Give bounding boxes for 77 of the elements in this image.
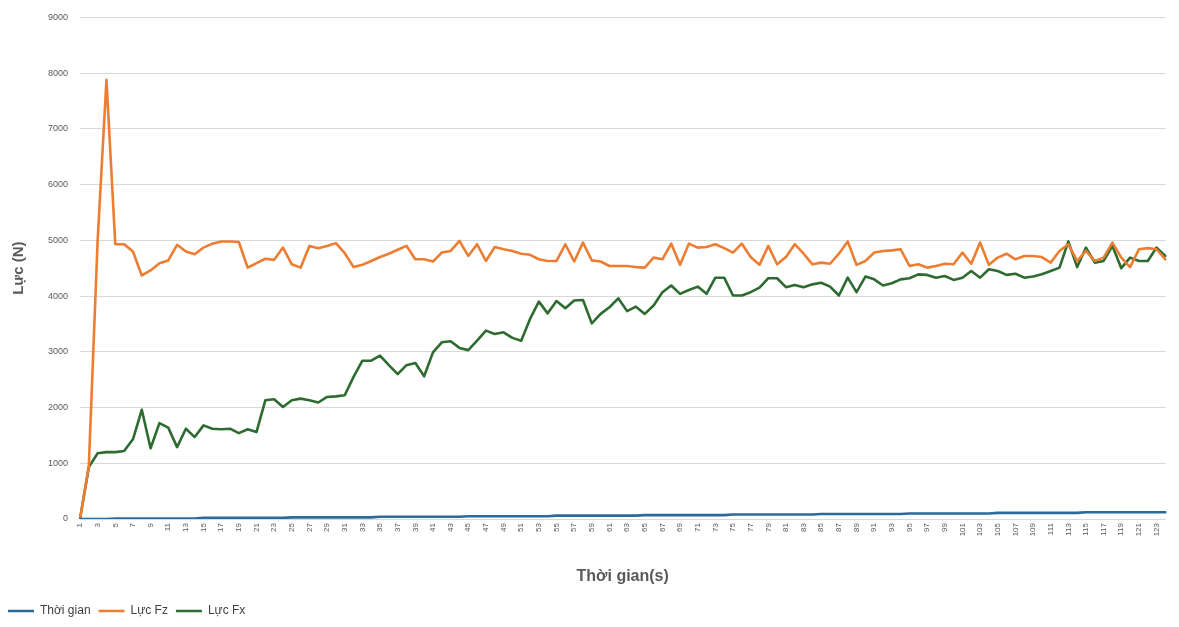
x-tick-label: 119 <box>1116 522 1126 536</box>
x-tick-label: 63 <box>622 522 632 532</box>
y-tick-label: 1000 <box>47 457 68 468</box>
x-tick-label: 59 <box>587 522 597 532</box>
x-tick-label: 83 <box>798 522 808 532</box>
x-tick-label: 57 <box>569 522 579 532</box>
x-tick-label: 71 <box>692 522 702 532</box>
x-tick-label: 99 <box>939 522 949 532</box>
x-tick-label: 27 <box>304 522 314 532</box>
y-tick-label: 8000 <box>47 67 68 78</box>
x-tick-label: 25 <box>286 522 296 532</box>
x-tick-label: 79 <box>763 522 773 532</box>
y-tick-label: 4000 <box>47 290 68 301</box>
x-tick-label: 65 <box>639 522 649 532</box>
x-tick-label: 95 <box>904 522 914 532</box>
x-tick-label: 75 <box>728 522 738 532</box>
x-tick-label: 55 <box>551 522 561 532</box>
x-tick-label: 47 <box>481 522 491 532</box>
x-tick-label: 15 <box>198 522 208 532</box>
x-tick-label: 5 <box>110 522 120 528</box>
x-tick-label: 93 <box>887 522 897 532</box>
x-tick-label: 7 <box>128 522 138 528</box>
x-tick-label: 45 <box>463 522 473 532</box>
x-tick-label: 23 <box>269 522 279 532</box>
x-tick-label: 115 <box>1081 522 1091 536</box>
x-tick-label: 19 <box>234 522 244 532</box>
x-tick-label: 111 <box>1045 522 1055 536</box>
x-tick-label: 105 <box>992 522 1002 537</box>
legend-label: Thời gian <box>40 603 91 618</box>
y-tick-label: 6000 <box>47 179 68 190</box>
legend-label: Lực Fz <box>130 603 168 618</box>
x-tick-label: 69 <box>675 522 685 532</box>
y-tick-label: 9000 <box>47 11 68 22</box>
y-axis-title: Lực (N) <box>9 241 27 295</box>
x-tick-label: 33 <box>357 522 367 532</box>
y-tick-label: 7000 <box>47 123 68 134</box>
x-tick-label: 91 <box>869 522 879 532</box>
x-tick-label: 53 <box>534 522 544 532</box>
x-tick-label: 3 <box>92 522 102 528</box>
x-tick-label: 41 <box>428 522 438 532</box>
x-tick-label: 113 <box>1063 522 1073 536</box>
x-tick-label: 89 <box>851 522 861 532</box>
x-tick-label: 29 <box>322 522 332 532</box>
y-tick-label: 5000 <box>47 234 68 245</box>
x-tick-label: 49 <box>498 522 508 532</box>
x-tick-label: 101 <box>957 522 967 537</box>
x-tick-label: 97 <box>922 522 932 532</box>
x-tick-label: 21 <box>251 522 261 532</box>
x-tick-label: 13 <box>181 522 191 532</box>
x-tick-label: 51 <box>516 522 526 532</box>
x-tick-label: 61 <box>604 522 614 532</box>
x-tick-label: 85 <box>816 522 826 532</box>
x-tick-label: 39 <box>410 522 420 532</box>
x-tick-label: 81 <box>781 522 791 532</box>
x-tick-label: 117 <box>1098 522 1108 536</box>
x-tick-label: 31 <box>339 522 349 532</box>
x-tick-label: 17 <box>216 522 226 532</box>
x-tick-label: 1 <box>75 522 85 528</box>
x-tick-label: 103 <box>975 522 985 537</box>
x-tick-label: 109 <box>1028 522 1038 537</box>
y-tick-label: 0 <box>62 513 68 524</box>
x-tick-label: 43 <box>445 522 455 532</box>
y-tick-label: 2000 <box>47 402 68 413</box>
x-tick-label: 35 <box>375 522 385 532</box>
x-axis-title: Thời gian(s) <box>576 566 669 584</box>
x-tick-label: 107 <box>1010 522 1020 537</box>
x-tick-label: 121 <box>1134 522 1144 537</box>
x-tick-label: 11 <box>163 522 173 532</box>
x-tick-label: 73 <box>710 522 720 532</box>
legend-label: Lực Fx <box>207 603 246 618</box>
x-tick-label: 87 <box>834 522 844 532</box>
x-tick-label: 37 <box>392 522 402 532</box>
x-tick-label: 77 <box>745 522 755 532</box>
x-tick-label: 9 <box>145 522 155 528</box>
x-tick-label: 123 <box>1151 522 1161 537</box>
y-tick-label: 3000 <box>47 346 68 357</box>
x-tick-label: 67 <box>657 522 667 532</box>
